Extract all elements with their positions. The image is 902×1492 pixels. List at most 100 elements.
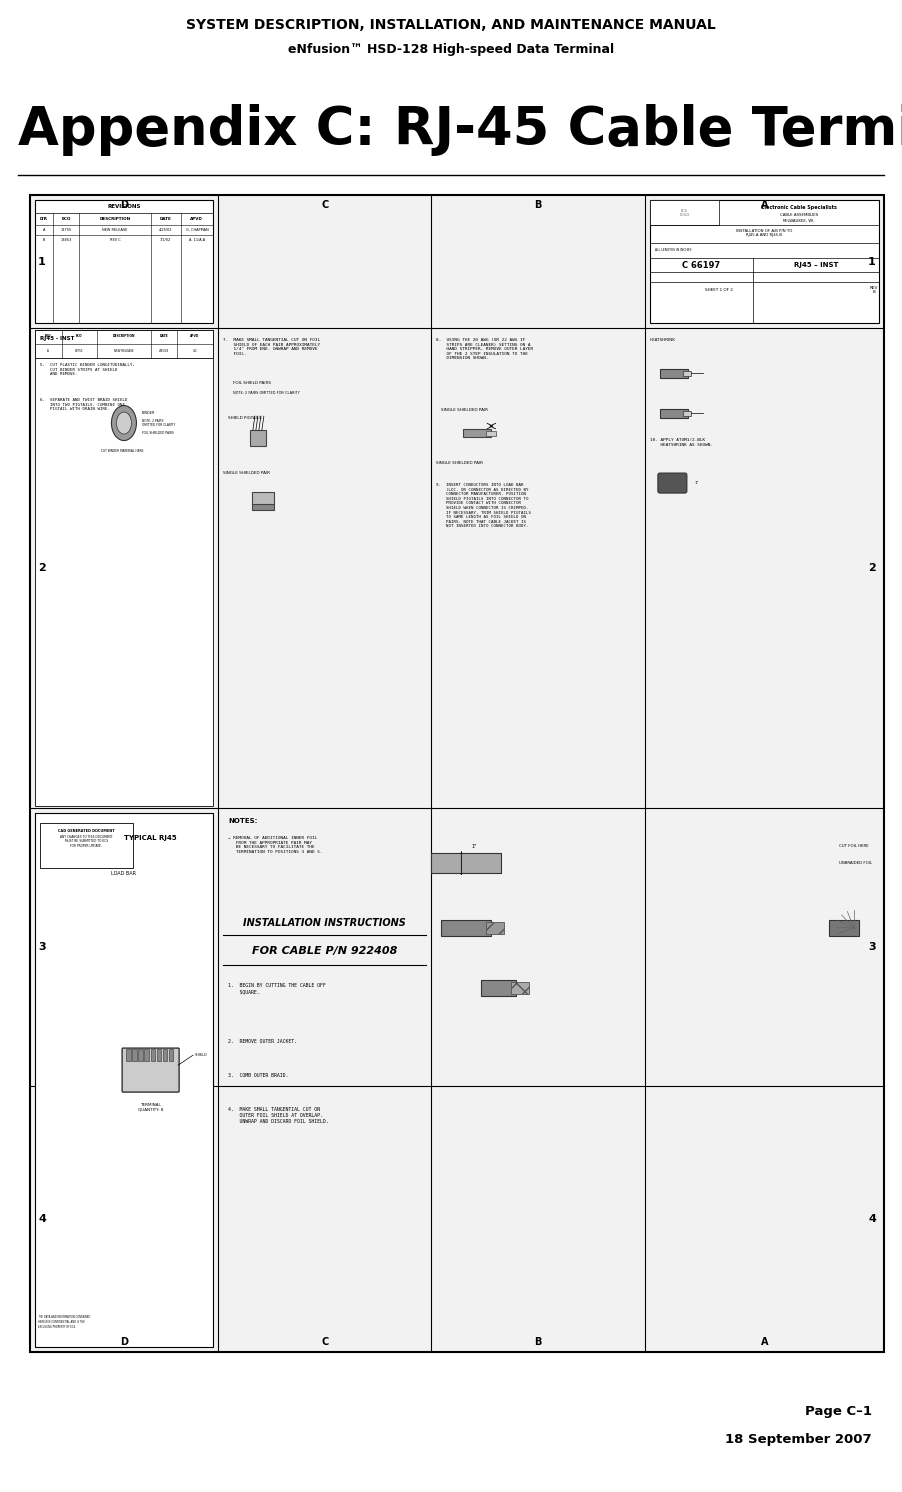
Text: 3.  COMB OUTER BRAID.: 3. COMB OUTER BRAID. — [228, 1073, 289, 1079]
Text: G. CHAPMAN: G. CHAPMAN — [186, 228, 208, 231]
FancyBboxPatch shape — [122, 1047, 179, 1092]
Text: THE DATA AND INFORMATION CONTAINED
HEREIN IS CONFIDENTIAL AND IS THE
EXCLUSIVE P: THE DATA AND INFORMATION CONTAINED HEREI… — [38, 1316, 90, 1328]
Text: B: B — [535, 200, 542, 210]
Text: NEW RELEASE: NEW RELEASE — [115, 349, 133, 354]
Text: SYSTEM DESCRIPTION, INSTALLATION, AND MAINTENANCE MANUAL: SYSTEM DESCRIPTION, INSTALLATION, AND MA… — [186, 18, 716, 31]
Text: 3: 3 — [869, 941, 876, 952]
Text: INSTALLATION INSTRUCTIONS: INSTALLATION INSTRUCTIONS — [244, 918, 406, 928]
Bar — [486, 431, 496, 436]
Text: NEW RELEASE: NEW RELEASE — [102, 228, 128, 231]
Text: A: A — [48, 349, 50, 354]
Bar — [829, 921, 859, 935]
Text: FOIL SHIELDED PAIRS: FOIL SHIELDED PAIRS — [142, 431, 174, 436]
Text: REV: REV — [45, 334, 51, 339]
Bar — [133, 1049, 137, 1061]
Text: MILWAUKEE, WI.: MILWAUKEE, WI. — [783, 219, 815, 222]
Text: REV
B: REV B — [870, 285, 879, 294]
Text: A: A — [42, 228, 45, 231]
Text: APVD: APVD — [190, 334, 199, 339]
Text: SINGLE SHIELDED PAIR: SINGLE SHIELDED PAIR — [437, 461, 483, 466]
Text: 2: 2 — [38, 562, 46, 573]
Text: eNfusion™ HSD-128 High-speed Data Terminal: eNfusion™ HSD-128 High-speed Data Termin… — [288, 43, 614, 57]
Text: 1: 1 — [38, 257, 46, 267]
Bar — [40, 824, 133, 868]
Text: LOAD BAR: LOAD BAR — [112, 871, 136, 876]
Text: A. 11/A.A: A. 11/A.A — [189, 239, 205, 242]
Text: SINGLE SHIELDED PAIR: SINGLE SHIELDED PAIR — [441, 407, 488, 412]
Text: 2.  REMOVE OUTER JACKET.: 2. REMOVE OUTER JACKET. — [228, 1040, 297, 1044]
Text: DATE: DATE — [160, 334, 169, 339]
FancyBboxPatch shape — [658, 473, 687, 492]
Text: 7.  MAKE SMALL TANGENTIAL CUT ON FOIL
    SHIELD OF EACH PAIR APPROXIMATELY
    : 7. MAKE SMALL TANGENTIAL CUT ON FOIL SHI… — [223, 339, 320, 357]
Text: ECS
LOGO: ECS LOGO — [679, 209, 689, 218]
Text: TERMINAL
QUANTITY: 8: TERMINAL QUANTITY: 8 — [138, 1103, 163, 1112]
Text: Page C–1: Page C–1 — [805, 1405, 872, 1419]
Text: Electronic Cable Specialists: Electronic Cable Specialists — [761, 206, 837, 210]
Bar — [157, 1049, 161, 1061]
Bar — [649, 200, 719, 225]
Bar — [30, 195, 884, 1352]
Text: CABLE ASSEMBLIES: CABLE ASSEMBLIES — [779, 213, 818, 216]
Text: 9.  INSERT CONDUCTORS INTO LOAD BAR
    (LOC. OR CONNECTOR AS DIRECTED BY
    CO: 9. INSERT CONDUCTORS INTO LOAD BAR (LOC.… — [437, 483, 531, 528]
Text: 1: 1 — [868, 257, 876, 267]
Text: INSTALLATION OF A/B P/N TO
RJ45-A AND RJ45-B: INSTALLATION OF A/B P/N TO RJ45-A AND RJ… — [736, 228, 793, 237]
Bar — [482, 980, 516, 997]
Text: CUT FOIL HERE: CUT FOIL HERE — [839, 844, 869, 849]
Bar — [126, 1049, 131, 1061]
Text: DESCRIPTION: DESCRIPTION — [99, 216, 131, 221]
Text: 4: 4 — [868, 1214, 876, 1223]
Text: ⚠ REMOVAL OF ADDITIONAL INNER FOIL
   FROM THE APPROPRIATE PAIR MAY
   BE NECESS: ⚠ REMOVAL OF ADDITIONAL INNER FOIL FROM … — [228, 836, 322, 853]
Text: NOTES:: NOTES: — [228, 818, 257, 824]
Text: HEATSHRINK: HEATSHRINK — [649, 339, 676, 342]
Text: RJ45 - INST: RJ45 - INST — [40, 336, 74, 340]
Bar — [138, 1049, 143, 1061]
Text: G.C: G.C — [193, 349, 198, 354]
Text: ECO: ECO — [61, 216, 71, 221]
Bar — [683, 370, 691, 376]
Text: CAD GENERATED DOCUMENT: CAD GENERATED DOCUMENT — [58, 830, 115, 833]
Text: SHIELD: SHIELD — [195, 1053, 208, 1058]
Text: ECO: ECO — [76, 334, 83, 339]
Text: C: C — [321, 200, 328, 210]
Bar — [464, 430, 492, 437]
Text: 18853: 18853 — [60, 239, 72, 242]
Bar — [441, 921, 492, 935]
Text: 3: 3 — [38, 941, 46, 952]
Bar — [511, 982, 529, 994]
Bar — [431, 853, 502, 873]
Text: D: D — [120, 1337, 128, 1347]
Bar — [151, 1049, 155, 1061]
Text: Appendix C: RJ-45 Cable Termination Details: Appendix C: RJ-45 Cable Termination Deta… — [18, 104, 902, 157]
Text: C: C — [321, 1337, 328, 1347]
Bar — [486, 922, 504, 934]
Text: LTR: LTR — [40, 216, 48, 221]
Text: 1.  BEGIN BY CUTTING THE CABLE OFF
    SQUARE.: 1. BEGIN BY CUTTING THE CABLE OFF SQUARE… — [228, 983, 326, 994]
Ellipse shape — [112, 406, 136, 440]
Text: NOTE: 2 PAIRS
OMITTED FOR CLARITY: NOTE: 2 PAIRS OMITTED FOR CLARITY — [142, 419, 175, 427]
Bar — [163, 1049, 168, 1061]
Text: 4/25/02: 4/25/02 — [159, 349, 169, 354]
Text: B: B — [535, 1337, 542, 1347]
Bar — [35, 330, 213, 806]
Text: A: A — [760, 200, 769, 210]
Text: NOTE: 2 PAIRS OMITTED FOR CLARITY: NOTE: 2 PAIRS OMITTED FOR CLARITY — [233, 391, 299, 395]
Text: 18755: 18755 — [60, 228, 72, 231]
Bar — [250, 430, 266, 446]
Text: 18 September 2007: 18 September 2007 — [725, 1434, 872, 1447]
Text: REVISIONS: REVISIONS — [107, 204, 141, 209]
Text: SHEET 1 OF 2: SHEET 1 OF 2 — [704, 288, 732, 292]
Bar — [35, 813, 213, 1347]
Bar — [252, 492, 274, 504]
Bar — [169, 1049, 173, 1061]
Text: D: D — [120, 200, 128, 210]
Text: REV C: REV C — [110, 239, 121, 242]
Text: 5.  CUT PLASTIC BINDER LONGITUDINALLY,
    CUT BINDER STRIPS AT SHIELD
    AND R: 5. CUT PLASTIC BINDER LONGITUDINALLY, CU… — [40, 363, 135, 376]
Text: 2: 2 — [868, 562, 876, 573]
Text: 8.  USING THE 20 AWG (OR 22 AWG IF
    STRIPS ARE CLEANER) SETTING ON A
    HAND: 8. USING THE 20 AWG (OR 22 AWG IF STRIPS… — [437, 339, 533, 361]
Text: B: B — [42, 239, 45, 242]
Text: 18755: 18755 — [75, 349, 84, 354]
Bar — [252, 504, 274, 510]
Text: 4/25/02: 4/25/02 — [159, 228, 172, 231]
Text: 7/1/02: 7/1/02 — [161, 239, 171, 242]
Text: 4.  MAKE SMALL TANGENTIAL CUT ON
    OUTER FOIL SHIELD AT OVERLAP.
    UNWRAP AN: 4. MAKE SMALL TANGENTIAL CUT ON OUTER FO… — [228, 1107, 328, 1123]
